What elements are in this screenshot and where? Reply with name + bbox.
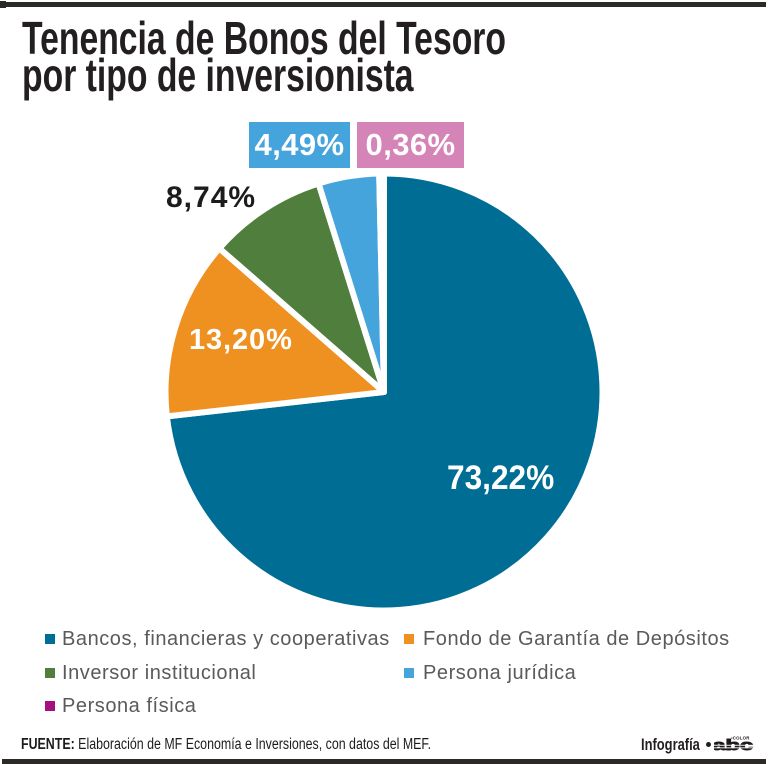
svg-text:▪COLOR: ▪COLOR [731,735,750,740]
